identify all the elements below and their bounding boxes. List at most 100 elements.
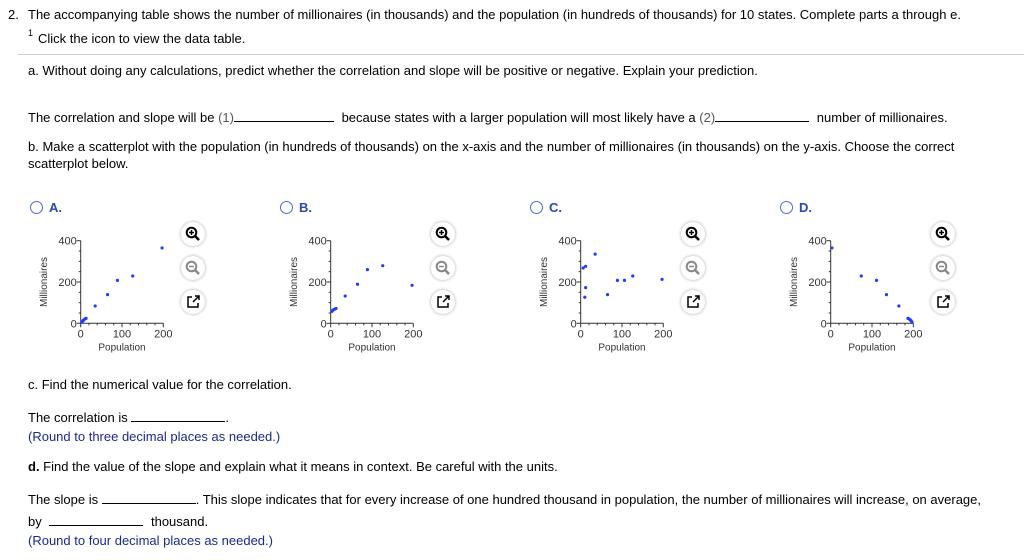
zoom-in-icon[interactable] bbox=[431, 222, 455, 246]
y-axis-label: Millionaires bbox=[39, 257, 50, 307]
question-number: 2. bbox=[8, 7, 19, 22]
option-c: C. 0 100 200 0 200 400 Population Millionaires bbox=[530, 195, 780, 360]
option-radio[interactable] bbox=[530, 201, 543, 214]
zoom-out-icon[interactable] bbox=[931, 256, 955, 280]
popout-icon[interactable] bbox=[181, 290, 205, 314]
data-point bbox=[605, 292, 610, 297]
table-icon-marker[interactable]: 1 bbox=[28, 28, 34, 38]
popout-icon[interactable] bbox=[431, 290, 455, 314]
option-label[interactable]: A. bbox=[49, 200, 62, 215]
zoom-in-icon[interactable] bbox=[181, 222, 205, 246]
option-label[interactable]: D. bbox=[799, 200, 812, 215]
option-label[interactable]: B. bbox=[299, 200, 312, 215]
data-point bbox=[410, 283, 414, 287]
part-c-prompt: c. Find the numerical value for the corr… bbox=[28, 377, 292, 392]
popout-icon[interactable] bbox=[681, 290, 705, 314]
correlation-input[interactable] bbox=[131, 409, 226, 422]
x-tick-label: 200 bbox=[404, 328, 422, 340]
y-tick-label: 0 bbox=[821, 318, 827, 330]
view-data-table-link[interactable]: Click the icon to view the data table. bbox=[38, 31, 246, 46]
x-tick-label: 100 bbox=[613, 328, 631, 340]
data-point bbox=[343, 294, 347, 298]
data-point bbox=[622, 278, 627, 282]
y-tick-label: 200 bbox=[558, 277, 576, 289]
zoom-out-icon[interactable] bbox=[181, 256, 205, 280]
data-point bbox=[906, 316, 910, 320]
option-a: A. 0 100 200 0 200 400 Population Millionaires bbox=[30, 195, 280, 360]
period: . bbox=[225, 410, 229, 425]
x-tick-label: 100 bbox=[363, 328, 381, 340]
option-radio[interactable] bbox=[780, 201, 793, 214]
part-d-letter: d. bbox=[28, 459, 40, 474]
data-point bbox=[660, 277, 664, 281]
part-d-prompt: d. Find the value of the slope and expla… bbox=[28, 459, 558, 474]
y-tick-label: 200 bbox=[58, 277, 76, 289]
increase-input[interactable] bbox=[49, 513, 144, 526]
part-a-answer-line: The correlation and slope will be (1) be… bbox=[28, 109, 948, 125]
scatterplot: 0 100 200 0 200 400 Population Millionaires bbox=[39, 236, 172, 354]
y-tick-label: 200 bbox=[808, 277, 826, 289]
part-a-text-2: because states with a larger population … bbox=[341, 110, 696, 125]
zoom-in-icon[interactable] bbox=[681, 222, 705, 246]
x-axis-label: Population bbox=[98, 342, 145, 353]
data-point bbox=[93, 304, 97, 308]
data-point bbox=[581, 266, 585, 270]
popout-icon[interactable] bbox=[931, 290, 955, 314]
slope-line: The slope is . This slope indicates that… bbox=[28, 491, 981, 507]
part-b-prompt-2: scatterplot below. bbox=[28, 156, 129, 171]
zoom-out-icon[interactable] bbox=[431, 256, 455, 280]
option-radio[interactable] bbox=[280, 201, 293, 214]
part-a-text-1: The correlation and slope will be bbox=[28, 110, 215, 125]
data-point bbox=[874, 278, 879, 282]
data-point bbox=[131, 274, 135, 278]
y-tick-label: 400 bbox=[808, 236, 826, 248]
correlation-label: The correlation is bbox=[28, 410, 128, 425]
x-tick-label: 0 bbox=[78, 328, 84, 340]
blank-2-label: (2) bbox=[699, 110, 716, 125]
y-axis-label: Millionaires bbox=[789, 257, 800, 307]
blank-1-label: (1) bbox=[218, 110, 234, 125]
zoom-in-icon[interactable] bbox=[931, 222, 955, 246]
data-point bbox=[631, 274, 635, 278]
divider bbox=[18, 54, 1024, 55]
y-tick-label: 0 bbox=[571, 318, 577, 330]
y-tick-label: 400 bbox=[58, 236, 76, 248]
scatterplot: 0 100 200 0 200 400 Population Millionaires bbox=[539, 236, 672, 354]
part-b-prompt-1: b. Make a scatterplot with the populatio… bbox=[28, 139, 955, 154]
data-point bbox=[859, 274, 863, 278]
x-tick-label: 200 bbox=[654, 328, 672, 340]
blank-2-dropdown[interactable] bbox=[715, 109, 810, 122]
part-c-note: (Round to three decimal places as needed… bbox=[28, 429, 281, 444]
data-point bbox=[615, 278, 620, 282]
data-point bbox=[584, 264, 588, 268]
data-point bbox=[115, 278, 120, 282]
data-point bbox=[105, 292, 110, 297]
data-point bbox=[365, 268, 370, 272]
data-point bbox=[84, 316, 88, 320]
data-point bbox=[584, 285, 588, 290]
slope-input[interactable] bbox=[101, 491, 196, 504]
data-point bbox=[583, 295, 587, 299]
y-tick-label: 400 bbox=[308, 236, 326, 248]
question-intro: The accompanying table shows the number … bbox=[28, 7, 961, 22]
blank-1-dropdown[interactable] bbox=[233, 109, 334, 122]
part-a-text-3: number of millionaires. bbox=[816, 110, 948, 125]
data-point bbox=[355, 282, 360, 286]
y-tick-label: 0 bbox=[321, 318, 327, 330]
by-label: by bbox=[28, 514, 42, 529]
y-axis-label: Millionaires bbox=[539, 257, 550, 307]
slope-explanation: . This slope indicates that for every in… bbox=[195, 492, 981, 507]
x-tick-label: 200 bbox=[904, 328, 922, 340]
x-tick-label: 0 bbox=[328, 328, 334, 340]
y-tick-label: 200 bbox=[308, 277, 326, 289]
zoom-out-icon[interactable] bbox=[681, 256, 705, 280]
option-label[interactable]: C. bbox=[549, 200, 562, 215]
x-axis-label: Population bbox=[598, 342, 645, 353]
y-axis-label: Millionaires bbox=[289, 257, 300, 307]
scatterplot: 0 100 200 0 200 400 Population Millionaires bbox=[289, 236, 422, 354]
increase-line: by thousand. bbox=[28, 513, 208, 529]
option-radio[interactable] bbox=[30, 201, 43, 214]
data-point bbox=[381, 264, 385, 268]
data-point bbox=[897, 304, 901, 308]
data-point bbox=[334, 306, 338, 311]
